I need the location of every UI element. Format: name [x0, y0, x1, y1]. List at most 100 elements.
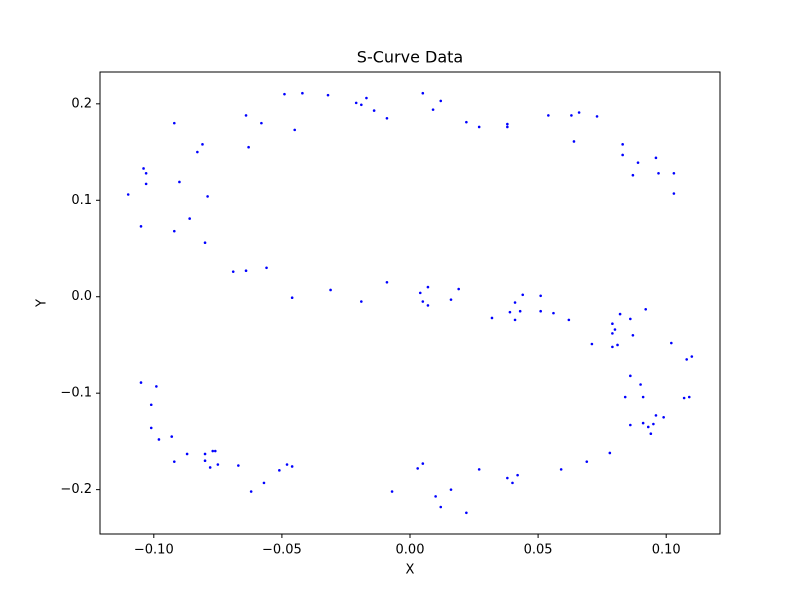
- point: [421, 462, 425, 465]
- point: [641, 395, 645, 399]
- point: [201, 143, 204, 146]
- point: [690, 355, 694, 358]
- point: [590, 342, 594, 346]
- point: [629, 317, 632, 321]
- y-tick-label: −0.2: [60, 482, 92, 497]
- point: [142, 167, 145, 170]
- point: [657, 171, 660, 175]
- point: [613, 328, 617, 331]
- point: [639, 383, 642, 386]
- point: [513, 301, 517, 304]
- point: [262, 481, 266, 485]
- point: [372, 109, 376, 112]
- point: [611, 332, 614, 335]
- point: [477, 125, 481, 129]
- point: [265, 266, 268, 270]
- point: [196, 150, 199, 154]
- point: [449, 298, 453, 301]
- point: [231, 270, 235, 273]
- point: [329, 288, 332, 292]
- point: [178, 180, 181, 184]
- plot-frame: [99, 71, 721, 535]
- point: [611, 345, 614, 349]
- point: [426, 285, 430, 289]
- point: [206, 195, 209, 198]
- point: [687, 395, 691, 399]
- point: [506, 476, 509, 480]
- point: [244, 114, 248, 117]
- point: [559, 468, 563, 471]
- point: [247, 145, 250, 149]
- point: [260, 121, 263, 125]
- point: [572, 140, 576, 143]
- point: [249, 490, 253, 493]
- point: [595, 115, 599, 118]
- point: [149, 403, 153, 407]
- point: [365, 96, 368, 100]
- x-tick-label: 0.10: [652, 543, 681, 558]
- y-tick-label: 0.0: [71, 289, 92, 304]
- point: [354, 101, 358, 105]
- point: [208, 466, 212, 469]
- point: [449, 488, 453, 491]
- point: [457, 287, 460, 291]
- point: [636, 161, 640, 164]
- point: [518, 309, 522, 313]
- chart-title: S-Curve Data: [357, 48, 463, 67]
- y-tick-label: 0.1: [71, 193, 92, 208]
- point: [283, 92, 286, 96]
- point: [439, 505, 443, 509]
- point: [521, 293, 525, 297]
- point: [629, 374, 632, 378]
- point: [623, 395, 627, 399]
- point: [326, 93, 330, 97]
- point: [144, 182, 148, 186]
- x-tick-label: 0.00: [396, 543, 425, 558]
- point: [203, 241, 207, 245]
- point: [506, 125, 509, 129]
- point: [682, 396, 686, 400]
- point: [670, 341, 673, 345]
- point: [126, 193, 130, 196]
- point: [278, 469, 281, 472]
- point: [465, 120, 468, 124]
- point: [552, 311, 555, 315]
- point: [641, 421, 645, 425]
- point: [434, 495, 437, 498]
- point: [646, 425, 650, 429]
- y-tick-label: 0.2: [71, 96, 92, 111]
- point: [188, 217, 191, 220]
- point: [172, 121, 176, 125]
- point: [539, 294, 542, 298]
- point: [216, 463, 220, 466]
- point: [390, 490, 394, 493]
- point: [465, 511, 468, 515]
- point: [237, 464, 240, 467]
- point: [431, 108, 435, 111]
- point: [654, 414, 658, 417]
- point: [477, 468, 481, 471]
- point: [672, 171, 676, 175]
- point: [654, 156, 658, 160]
- point: [567, 318, 571, 322]
- point: [290, 465, 294, 468]
- point: [631, 173, 635, 177]
- point: [172, 229, 176, 233]
- point: [144, 171, 148, 175]
- point: [421, 91, 425, 95]
- point: [585, 460, 589, 463]
- point: [360, 300, 363, 303]
- point: [513, 318, 517, 322]
- point: [621, 153, 624, 157]
- point: [418, 291, 422, 295]
- point: [611, 322, 614, 326]
- point: [511, 481, 514, 485]
- point: [360, 103, 363, 107]
- point: [649, 432, 653, 435]
- point: [139, 225, 143, 228]
- point: [516, 473, 519, 477]
- point: [570, 114, 573, 117]
- point: [629, 423, 632, 427]
- point: [439, 99, 443, 103]
